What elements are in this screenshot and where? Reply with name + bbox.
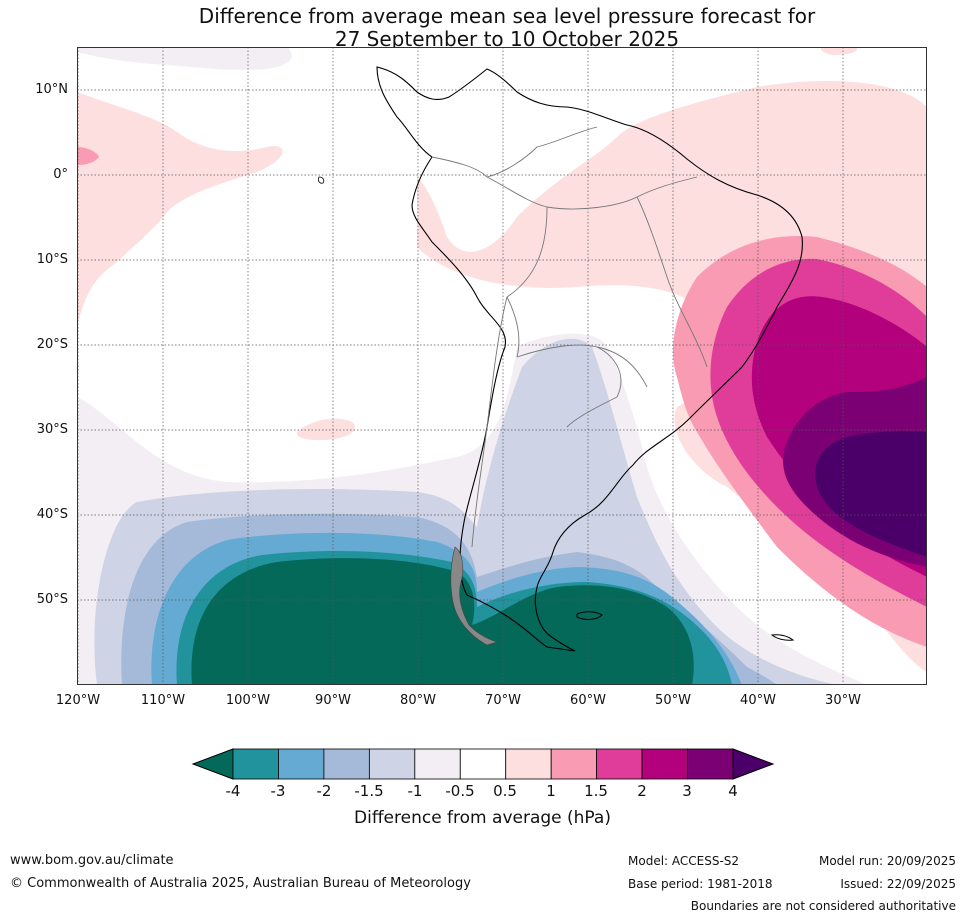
lon-label-80w: 80°W [400, 693, 436, 708]
contour-pos-north-east [820, 47, 858, 55]
colorbar-bin-5 [459, 748, 507, 780]
colorbar-extend-low [191, 748, 234, 780]
colorbar [191, 748, 775, 780]
colorbar-tick-1-5: 1.5 [584, 782, 608, 800]
contour-neg-north [77, 47, 292, 70]
falkland-islands [576, 611, 603, 620]
colorbar-tick-3: 3 [682, 782, 692, 800]
lon-label-70w: 70°W [485, 693, 521, 708]
colorbar-tick-0-5: 0.5 [493, 782, 517, 800]
map-title: Difference from average mean sea level p… [0, 5, 965, 51]
lon-label-30w: 30°W [825, 693, 861, 708]
south-america-coastline [376, 66, 803, 652]
map-frame [77, 47, 927, 685]
colorbar-bin-2 [323, 748, 370, 780]
galapagos-islands [317, 176, 325, 184]
colorbar-bin-0 [232, 748, 279, 780]
title-line-1: Difference from average mean sea level p… [198, 4, 816, 28]
lon-label-60w: 60°W [570, 693, 606, 708]
base-period: Base period: 1981-2018 [628, 877, 773, 891]
contour-pos-4 [815, 431, 927, 557]
lat-label-30s: 30°S [36, 422, 68, 437]
tierra-del-fuego [450, 546, 499, 646]
colorbar-bin-6 [505, 748, 552, 780]
country-borders [431, 126, 708, 548]
lat-label-40s: 40°S [36, 507, 68, 522]
model-name: Model: ACCESS-S2 [628, 854, 740, 868]
issued-date: Issued: 22/09/2025 [840, 877, 956, 891]
lon-label-50w: 50°W [655, 693, 691, 708]
colorbar-tick-minus-4: -4 [225, 782, 241, 800]
model-run-date: Model run: 20/09/2025 [818, 854, 956, 868]
colorbar-tick-minus-1-5: -1.5 [354, 782, 384, 800]
copyright-text: © Commonwealth of Australia 2025, Austra… [10, 876, 471, 891]
colorbar-tick-4: 4 [728, 782, 738, 800]
colorbar-tick-minus-3: -3 [270, 782, 286, 800]
lat-label-10n: 10°N [35, 82, 68, 97]
lon-label-120w: 120°W [55, 693, 101, 708]
colorbar-bin-4 [414, 748, 461, 780]
colorbar-tick-minus-0-5: -0.5 [445, 782, 475, 800]
colorbar-bin-3 [368, 748, 416, 780]
lon-label-110w: 110°W [140, 693, 186, 708]
boundaries-disclaimer: Boundaries are not considered authoritat… [690, 899, 956, 913]
colorbar-title: Difference from average (hPa) [354, 808, 611, 828]
title-line-2: 27 September to 10 October 2025 [334, 27, 680, 51]
negative-anomaly-region [77, 333, 867, 685]
contour-neg-4 [191, 558, 694, 685]
colorbar-extend-high [732, 748, 775, 780]
colorbar-bin-1 [278, 748, 325, 780]
colorbar-tick-minus-2: -2 [316, 782, 332, 800]
colorbar-tick-2: 2 [637, 782, 647, 800]
lat-label-10s: 10°S [36, 252, 68, 267]
contour-pos-west-1 [77, 147, 99, 165]
lat-label-50s: 50°S [36, 592, 68, 607]
colorbar-bin-9 [641, 748, 688, 780]
contour-pos-west-0-5 [77, 92, 283, 327]
colorbar-bin-8 [596, 748, 643, 780]
south-georgia [770, 634, 795, 641]
colorbar-tick-minus-1: -1 [407, 782, 423, 800]
colorbar-tick-1: 1 [546, 782, 556, 800]
lat-label-0: 0° [53, 167, 68, 182]
lon-label-90w: 90°W [315, 693, 351, 708]
lon-label-40w: 40°W [740, 693, 776, 708]
contour-pos-island [296, 418, 356, 441]
colorbar-bin-10 [687, 748, 734, 780]
pressure-anomaly-map [77, 47, 927, 685]
website-link[interactable]: www.bom.gov.au/climate [10, 853, 174, 868]
lon-label-100w: 100°W [225, 693, 271, 708]
lat-label-20s: 20°S [36, 337, 68, 352]
colorbar-bin-7 [550, 748, 598, 780]
